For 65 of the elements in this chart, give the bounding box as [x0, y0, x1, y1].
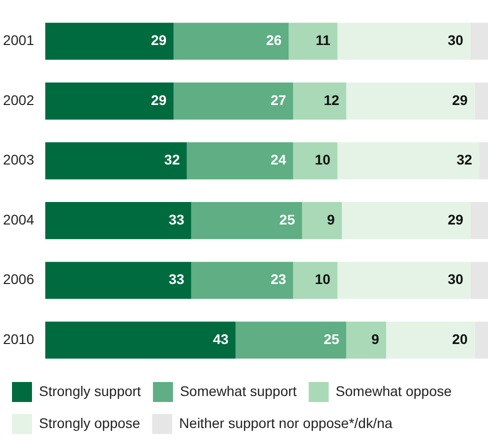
bar: [337, 262, 470, 299]
y-tick-label: 2001: [2, 32, 34, 48]
bar: [470, 262, 488, 299]
bar: [479, 142, 488, 180]
bar: [186, 142, 294, 180]
bar: [45, 262, 192, 299]
data-label: 29: [452, 92, 468, 108]
bar: [346, 82, 475, 120]
data-label: 24: [270, 152, 286, 168]
bar: [293, 82, 346, 120]
bar: [337, 22, 470, 60]
bar: [174, 22, 289, 60]
bar: [302, 202, 342, 240]
data-label: 30: [448, 271, 464, 288]
data-label: 20: [452, 330, 468, 347]
data-label: 32: [456, 152, 472, 168]
legend-label: Neither support nor oppose*/dk/na: [179, 414, 393, 431]
legend-label: Somewhat oppose: [336, 382, 452, 399]
bar: [346, 322, 386, 359]
bar: [45, 22, 174, 60]
y-tick-label: 2003: [2, 152, 34, 168]
bar: [236, 322, 346, 359]
data-label: 26: [266, 32, 282, 48]
data-label: 30: [448, 32, 464, 48]
data-label: 12: [324, 92, 340, 108]
data-label: 29: [448, 211, 464, 228]
data-label: 32: [164, 152, 180, 168]
bar: [45, 202, 192, 240]
data-label: 9: [327, 211, 336, 228]
legend-label: Strongly support: [39, 382, 142, 399]
bar: [293, 142, 338, 180]
data-label: 10: [314, 152, 331, 168]
data-label: 25: [279, 211, 296, 228]
y-tick-label: 2002: [2, 92, 34, 108]
bar: [174, 82, 294, 120]
data-label: 11: [316, 32, 331, 48]
bar: [337, 142, 480, 180]
data-label: 25: [324, 330, 340, 347]
bar: [191, 262, 294, 299]
data-label: 29: [150, 92, 167, 108]
bar: [45, 82, 174, 120]
data-label: 43: [212, 330, 229, 347]
bar: [288, 22, 338, 60]
data-label: 23: [270, 271, 286, 288]
bar: [342, 202, 470, 240]
legend-label: Somewhat support: [180, 382, 297, 399]
data-label: 29: [150, 32, 167, 48]
bar: [293, 262, 338, 299]
bar: [470, 202, 488, 240]
y-tick-label: 2006: [2, 271, 34, 288]
bar: [386, 322, 475, 359]
bar: [474, 322, 488, 359]
data-label: 10: [314, 271, 331, 288]
bar: [191, 202, 302, 240]
bar: [45, 142, 187, 180]
legend-label: Strongly oppose: [39, 414, 140, 431]
y-tick-label: 2010: [2, 330, 34, 347]
data-label: 9: [371, 330, 380, 347]
data-label: 27: [270, 92, 286, 108]
data-label: 33: [168, 211, 184, 228]
y-tick-label: 2004: [2, 211, 34, 228]
data-label: 33: [168, 271, 184, 288]
bar: [474, 82, 488, 120]
bar: [45, 322, 236, 359]
bar: [470, 22, 488, 60]
